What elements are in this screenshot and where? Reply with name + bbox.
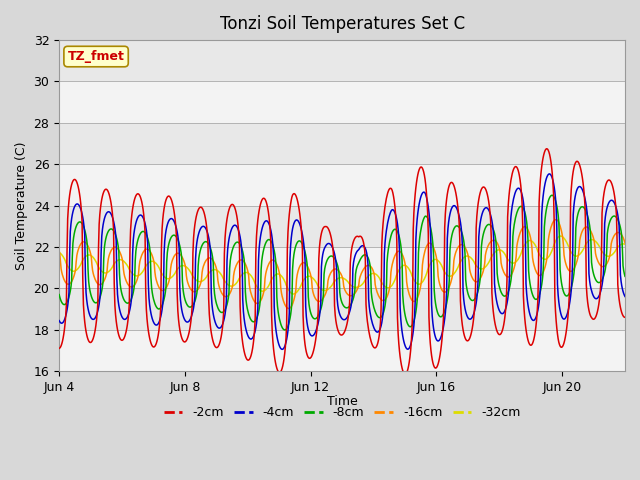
Bar <box>59 82 625 123</box>
Bar <box>59 164 625 205</box>
Text: TZ_fmet: TZ_fmet <box>68 50 125 63</box>
Bar <box>59 330 625 371</box>
Y-axis label: Soil Temperature (C): Soil Temperature (C) <box>15 142 28 270</box>
X-axis label: Time: Time <box>326 395 358 408</box>
Legend: -2cm, -4cm, -8cm, -16cm, -32cm: -2cm, -4cm, -8cm, -16cm, -32cm <box>159 401 525 424</box>
Bar <box>59 247 625 288</box>
Title: Tonzi Soil Temperatures Set C: Tonzi Soil Temperatures Set C <box>220 15 465 33</box>
